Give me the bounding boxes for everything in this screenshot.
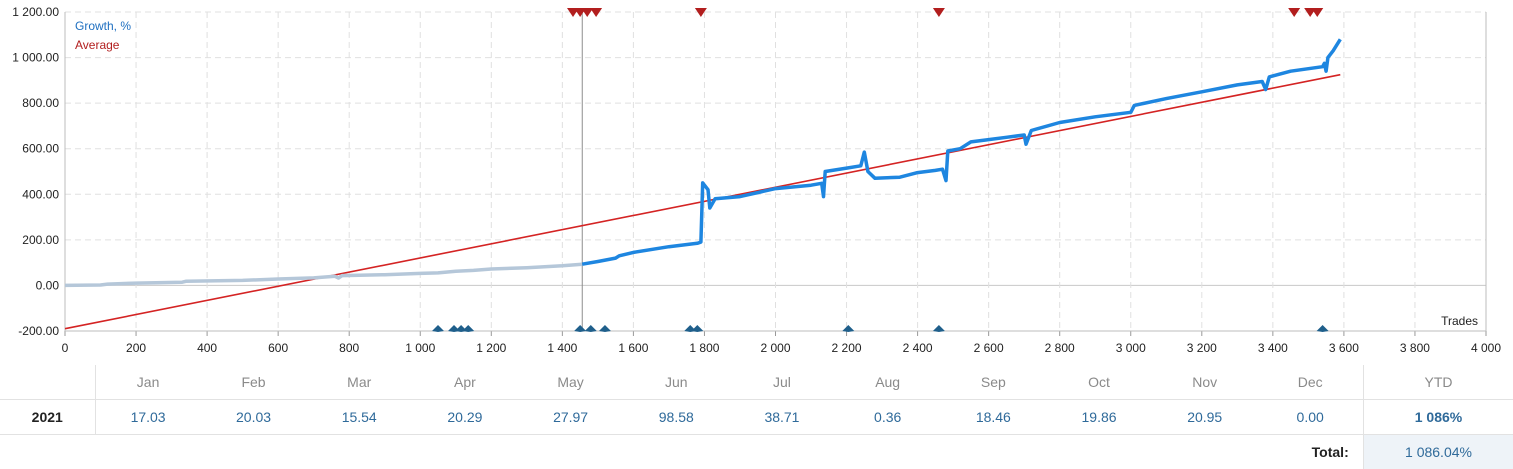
month-value[interactable]: 38.71 [729,400,835,435]
x-tick-label: 600 [268,341,288,355]
month-value[interactable]: 20.95 [1152,400,1258,435]
month-header: Apr [412,365,518,400]
x-tick-label: 3 800 [1400,341,1430,355]
x-axis-labels: 0 200 400 600 800 1 000 1 200 1 400 1 600 1 800 2 … [62,341,1502,355]
ytd-header: YTD [1363,365,1513,400]
month-header: Feb [201,365,307,400]
total-label: Total: [0,435,1363,469]
y-tick-label: 400.00 [22,187,59,201]
total-row: Total: 1 086.04% [0,435,1513,469]
month-header: Sep [941,365,1047,400]
chart-grid [65,12,1486,331]
red-trade-marker [933,8,945,17]
blue-trade-marker [574,325,586,332]
month-value[interactable]: 17.03 [95,400,201,435]
month-value[interactable]: 27.97 [518,400,624,435]
month-value[interactable]: 18.46 [941,400,1047,435]
x-tick-label: 2 200 [832,341,862,355]
x-tick-label: 3 600 [1329,341,1359,355]
growth-chart: -200.00 0.00 200.00 400.00 600.00 800.00 1 000… [0,0,1513,360]
month-header: Aug [835,365,941,400]
year-header-cell [0,365,95,400]
month-value[interactable]: 0.00 [1258,400,1364,435]
x-tick-label: 1 200 [476,341,506,355]
month-value[interactable]: 0.36 [835,400,941,435]
x-tick-label: 400 [197,341,217,355]
blue-trade-marker [1317,325,1329,332]
y-tick-label: 800.00 [22,96,59,110]
year-row-2021: 2021 17.03 20.03 15.54 20.29 27.97 98.58… [0,400,1513,435]
month-header: Mar [306,365,412,400]
y-tick-label: 200.00 [22,233,59,247]
y-tick-label: 1 000.00 [12,51,59,65]
x-tick-label: 800 [339,341,359,355]
month-header: Dec [1258,365,1364,400]
x-tick-label: 2 000 [760,341,790,355]
month-header: Jul [729,365,835,400]
x-tick-label: 3 400 [1258,341,1288,355]
month-value[interactable]: 15.54 [306,400,412,435]
legend-growth: Growth, % [75,19,131,33]
x-tick-label: 1 800 [689,341,719,355]
x-axis-title: Trades [1441,314,1478,328]
x-tick-label: 2 400 [903,341,933,355]
month-value[interactable]: 20.03 [201,400,307,435]
total-value: 1 086.04% [1363,435,1513,469]
month-header-row: Jan Feb Mar Apr May Jun Jul Aug Sep Oct … [0,365,1513,400]
trade-markers [432,8,1329,332]
month-header: Oct [1046,365,1152,400]
x-tick-label: 200 [126,341,146,355]
month-value[interactable]: 98.58 [623,400,729,435]
y-tick-label: 1 200.00 [12,5,59,19]
year-label: 2021 [0,400,95,435]
blue-trade-marker [599,325,611,332]
month-value[interactable]: 20.29 [412,400,518,435]
x-tick-label: 3 000 [1116,341,1146,355]
legend-average: Average [75,38,120,52]
x-tick-label: 3 200 [1187,341,1217,355]
month-header: Jun [623,365,729,400]
blue-trade-marker [933,325,945,332]
growth-line [582,39,1340,264]
x-tick-label: 2 800 [1045,341,1075,355]
blue-trade-marker [585,325,597,332]
month-value[interactable]: 19.86 [1046,400,1152,435]
x-tick-label: 1 400 [547,341,577,355]
x-tick-label: 1 600 [618,341,648,355]
month-header: May [518,365,624,400]
y-tick-label: 0.00 [36,278,60,292]
y-axis-labels: -200.00 0.00 200.00 400.00 600.00 800.00 1 000… [12,5,59,338]
x-tick-label: 1 000 [405,341,435,355]
x-tick-label: 2 600 [974,341,1004,355]
blue-trade-marker [842,325,854,332]
month-header: Nov [1152,365,1258,400]
y-tick-label: 600.00 [22,142,59,156]
growth-line-history [65,264,582,285]
x-tick-label: 4 000 [1471,341,1501,355]
y-tick-label: -200.00 [18,324,59,338]
month-header: Jan [95,365,201,400]
ytd-value: 1 086% [1363,400,1513,435]
monthly-growth-table: Jan Feb Mar Apr May Jun Jul Aug Sep Oct … [0,365,1513,469]
x-tick-label: 0 [62,341,69,355]
blue-trade-marker [432,325,444,332]
